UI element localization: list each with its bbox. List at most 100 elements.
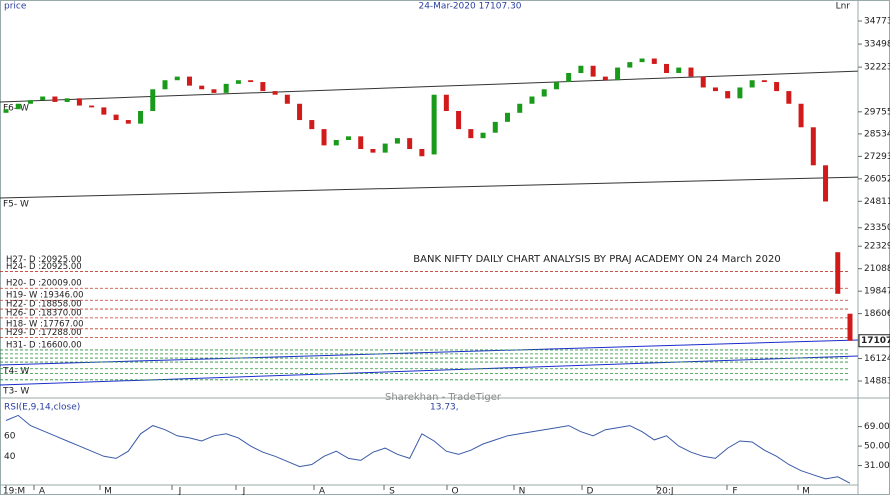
candle <box>199 85 205 90</box>
candle <box>639 58 645 63</box>
candle <box>798 103 804 128</box>
candle <box>456 111 462 130</box>
y-tick-label: 23350. <box>864 223 890 233</box>
candle <box>284 94 290 104</box>
level-label: H18- W :17767.00 <box>6 319 84 329</box>
candle <box>223 83 229 93</box>
y-label: price <box>4 2 27 12</box>
rsi-tick-label: 50.00 <box>864 442 890 452</box>
candle <box>823 165 829 202</box>
level-label: H31- D :16600.00 <box>6 340 82 350</box>
candle <box>737 87 743 99</box>
watermark: Sharekhan - TradeTiger <box>385 392 502 403</box>
y-tick-label: 16124. <box>864 354 890 364</box>
candle <box>407 138 413 150</box>
last-price: 17107 <box>861 336 890 346</box>
candle <box>3 109 9 113</box>
x-tick-label: F <box>732 487 737 495</box>
y-tick-label: 22329. <box>864 242 890 252</box>
candle <box>786 91 792 104</box>
candle <box>810 127 816 166</box>
y-tick-label: 24811. <box>864 197 890 207</box>
candle <box>297 103 303 121</box>
x-tick-label: J <box>242 487 246 495</box>
candle <box>89 105 95 108</box>
candle <box>321 129 327 146</box>
candle <box>235 80 241 84</box>
candle <box>492 121 498 133</box>
candle <box>370 149 376 153</box>
candle <box>615 67 621 81</box>
candle <box>505 112 511 122</box>
candle <box>333 139 339 146</box>
candle <box>248 80 254 83</box>
candle <box>480 132 486 139</box>
candle <box>52 96 58 102</box>
y-tick-label: 34773. <box>864 16 890 26</box>
candle <box>517 103 523 113</box>
x-tick-label: 20:J <box>656 487 673 495</box>
candle <box>431 94 437 155</box>
candle <box>174 76 180 81</box>
chart-title: 24-Mar-2020 17107.30 <box>418 2 521 12</box>
y-tick-label: 28534. <box>864 129 890 139</box>
candle <box>712 87 718 92</box>
x-tick-label: A <box>39 487 46 495</box>
y-tick-label: 33498. <box>864 40 890 50</box>
candle <box>688 67 694 77</box>
candle <box>138 111 144 124</box>
candle <box>309 120 315 130</box>
candle <box>700 76 706 88</box>
rsi-tick-label: 31.00 <box>864 461 890 471</box>
level-label: H27- D :20925.00 <box>6 255 82 265</box>
candle <box>541 89 547 97</box>
y-tick-label: 26052. <box>864 174 890 184</box>
candle <box>260 82 266 92</box>
candle <box>676 67 682 73</box>
rsi-tick-label: 69.00 <box>864 422 890 432</box>
x-tick-label: J <box>178 487 182 495</box>
trendline <box>0 339 859 366</box>
candle <box>345 136 351 140</box>
candle <box>186 76 192 86</box>
trendline <box>0 70 859 103</box>
rsi-title: RSI(E,9,14,close) <box>4 403 80 413</box>
candle <box>627 62 633 68</box>
scale-label: Lnr <box>836 2 851 12</box>
candle <box>27 100 33 104</box>
candle <box>125 120 131 124</box>
x-tick-label: D <box>587 487 594 495</box>
x-tick-label: 19:M <box>3 487 25 495</box>
candle <box>578 65 584 73</box>
y-tick-label: 29755. <box>864 107 890 117</box>
candle <box>590 65 596 77</box>
y-tick-label: 21088. <box>864 264 890 274</box>
candle <box>725 91 731 99</box>
annotation: BANK NIFTY DAILY CHART ANALYSIS BY PRAJ … <box>413 254 780 265</box>
candle <box>358 136 364 150</box>
trendline <box>0 176 859 199</box>
candle <box>64 98 70 102</box>
level-label: H29- D :17288.00 <box>6 328 82 338</box>
candle <box>382 143 388 153</box>
rsi-tick-label-left: 60 <box>4 431 16 441</box>
trendline-label: F5- W <box>3 200 29 210</box>
rsi-last: 13.73, <box>430 403 459 413</box>
candle <box>272 91 278 95</box>
candle <box>553 82 559 90</box>
candle <box>419 149 425 157</box>
candle <box>76 98 82 106</box>
candle <box>443 94 449 112</box>
y-tick-label: 32223. <box>864 63 890 73</box>
level-label: H20- D :20009.00 <box>6 279 82 289</box>
rsi-tick-label-left: 40 <box>4 452 16 462</box>
candle <box>847 313 853 341</box>
y-tick-label: 27293. <box>864 152 890 162</box>
candle <box>468 129 474 139</box>
candle <box>566 72 572 83</box>
y-tick-label: 19847. <box>864 287 890 297</box>
trendline-label: T3- W <box>2 387 29 397</box>
candle <box>150 89 156 112</box>
x-tick-label: S <box>389 487 395 495</box>
